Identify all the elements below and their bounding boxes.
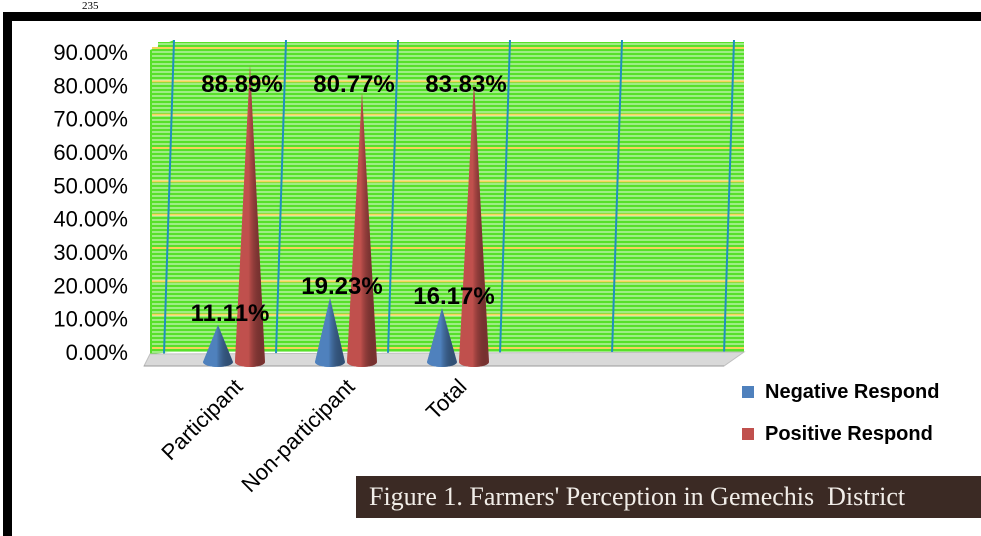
y-tick-label: 20.00% <box>53 273 128 298</box>
y-axis-ticks: 0.00% 10.00% 20.00% 30.00% 40.00% 50.00% 60.00… <box>53 40 128 365</box>
positive-cone <box>347 92 377 368</box>
positive-cone <box>459 82 489 368</box>
category-divider <box>163 39 175 355</box>
x-tick-label: Participant <box>156 374 247 465</box>
category-divider <box>387 39 399 355</box>
y-tick-label: 10.00% <box>53 307 128 332</box>
page-number: 235 <box>82 0 99 12</box>
legend-swatch <box>742 386 754 398</box>
category-divider <box>275 39 287 355</box>
positive-cone <box>235 65 265 367</box>
legend-swatch <box>742 428 754 440</box>
side-wall <box>150 40 174 354</box>
x-tick-label: Total <box>421 374 472 425</box>
data-label: 19.23% <box>301 273 382 300</box>
data-label: 16.17% <box>413 283 494 310</box>
data-labels: 11.11% 19.23% 16.17% 88.89% 80.77% 83.83% <box>191 71 507 327</box>
data-label: 88.89% <box>201 71 282 98</box>
y-tick-label: 40.00% <box>53 207 128 232</box>
legend-label: Positive Respond <box>765 423 933 445</box>
data-label: 83.83% <box>425 71 506 98</box>
negative-cone <box>203 324 233 367</box>
chart-cones <box>203 65 489 368</box>
y-tick-label: 80.00% <box>53 73 128 98</box>
figure-caption: Figure 1. Farmers' Perception in Gemechi… <box>356 476 981 518</box>
y-tick-label: 30.00% <box>53 240 128 265</box>
data-label: 80.77% <box>313 71 394 98</box>
category-divider <box>611 39 623 355</box>
x-tick-label: Non-participant <box>236 374 359 497</box>
y-tick-label: 0.00% <box>66 340 128 365</box>
negative-cone <box>427 308 457 367</box>
negative-cone <box>315 297 345 367</box>
legend: Negative Respond Positive Respond <box>742 381 939 445</box>
category-divider <box>723 39 735 355</box>
y-tick-label: 70.00% <box>53 107 128 132</box>
data-label: 11.11% <box>191 300 270 327</box>
y-tick-label: 90.00% <box>53 40 128 65</box>
legend-label: Negative Respond <box>765 381 939 403</box>
y-tick-label: 60.00% <box>53 140 128 165</box>
y-tick-label: 50.00% <box>53 173 128 198</box>
category-divider <box>499 39 511 355</box>
